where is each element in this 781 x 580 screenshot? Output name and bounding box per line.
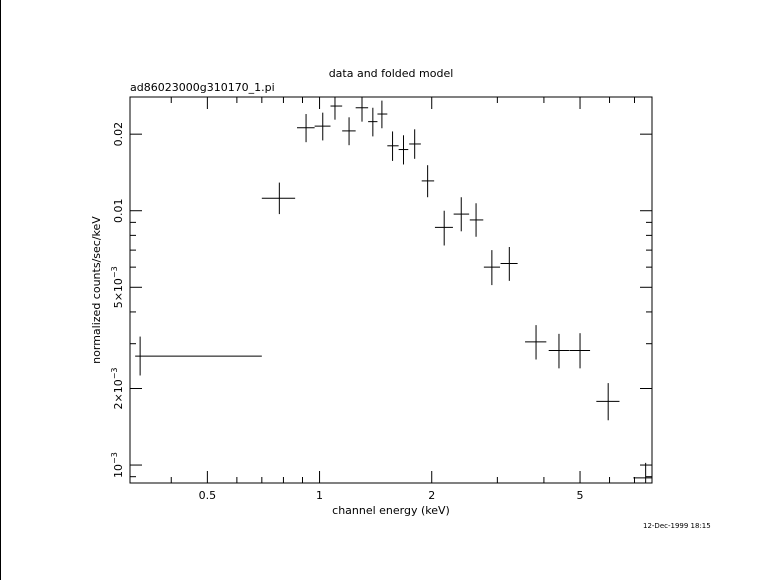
- chart-title: data and folded model: [329, 67, 454, 80]
- data-point: [387, 131, 399, 161]
- data-point: [548, 333, 569, 369]
- data-point: [342, 117, 356, 146]
- data-point: [377, 100, 388, 129]
- y-tick-label-exponent: −3: [110, 452, 119, 464]
- chart-subtitle: ad86023000g310170_1.pi: [130, 81, 275, 94]
- data-point: [453, 197, 470, 232]
- x-axis-label: channel energy (keV): [332, 504, 450, 517]
- y-tick-label: 5×10−3: [110, 266, 125, 308]
- data-point: [421, 165, 435, 198]
- y-tick-label: 2×10−3: [110, 367, 125, 409]
- data-point: [135, 336, 262, 376]
- y-tick-label-base: 2×10: [112, 379, 125, 409]
- y-tick-label: 10−3: [110, 452, 125, 478]
- data-point: [355, 97, 369, 122]
- data-point: [330, 97, 343, 120]
- plot-frame: [129, 96, 653, 484]
- timestamp: 12-Dec-1999 18:15: [643, 522, 711, 530]
- y-tick-label-base: 5×10: [112, 278, 125, 308]
- data-point: [500, 247, 518, 281]
- data-point: [297, 114, 315, 143]
- y-axis-label: normalized counts/sec/keV: [90, 216, 103, 364]
- y-tick-label-base: 0.01: [112, 198, 125, 223]
- data-point: [469, 203, 484, 237]
- data-point: [314, 112, 331, 141]
- x-tick-label: 5: [577, 489, 584, 502]
- y-tick-label: 0.02: [112, 122, 125, 147]
- axis-tick-labels: 0.5 1 2 510−32×10−35×10−30.010.02: [110, 122, 584, 502]
- y-tick-label: 0.01: [112, 198, 125, 223]
- data-point: [633, 462, 652, 483]
- axis-ticks: [130, 97, 652, 483]
- data-point: [398, 135, 409, 165]
- data-point: [525, 325, 547, 360]
- x-tick-label: 2: [428, 489, 435, 502]
- y-tick-label-exponent: −3: [110, 266, 119, 278]
- left-edge-line: [0, 0, 1, 580]
- y-tick-label-base: 10: [112, 464, 125, 478]
- data-point: [261, 182, 296, 215]
- x-tick-label: 1: [316, 489, 323, 502]
- data-point: [409, 129, 421, 159]
- data-point: [569, 333, 591, 369]
- y-tick-label-base: 0.02: [112, 122, 125, 147]
- data-points: [135, 97, 652, 483]
- data-point: [434, 210, 453, 246]
- x-tick-label: 0.5: [199, 489, 217, 502]
- data-point: [483, 250, 501, 286]
- data-point: [368, 107, 378, 137]
- data-point: [596, 383, 620, 421]
- y-tick-label-exponent: −3: [110, 367, 119, 379]
